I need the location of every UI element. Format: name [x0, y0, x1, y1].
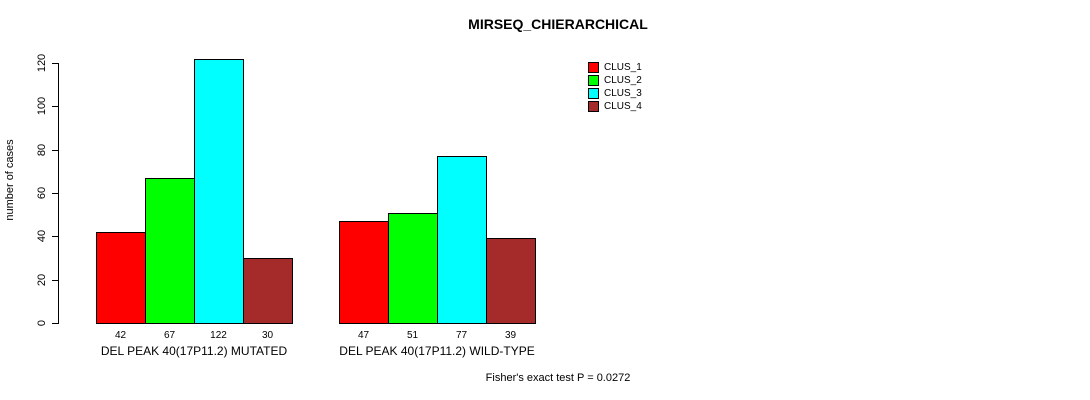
bar-clus_4-group2: [486, 238, 536, 324]
y-tick-mark: [52, 63, 58, 64]
bar-value-label: 39: [504, 330, 517, 341]
bar-value-label: 67: [163, 330, 176, 341]
y-tick-label: 100: [36, 97, 48, 116]
y-tick-mark: [52, 323, 58, 324]
legend-item-clus_1: CLUS_1: [588, 61, 642, 74]
y-tick-label: 80: [36, 143, 48, 156]
legend-swatch-clus_3: [588, 88, 599, 99]
y-tick-label: 40: [36, 230, 48, 243]
bar-value-label: 30: [261, 330, 274, 341]
y-tick-label: 120: [36, 53, 48, 73]
legend: CLUS_1 CLUS_2 CLUS_3 CLUS_4: [588, 61, 642, 113]
legend-swatch-clus_4: [588, 101, 599, 112]
legend-swatch-clus_2: [588, 75, 599, 86]
bar-value-label: 42: [114, 330, 127, 341]
y-tick-mark: [52, 149, 58, 151]
legend-label: CLUS_1: [604, 62, 642, 73]
y-tick-mark: [52, 279, 58, 281]
bar-value-label: 77: [455, 330, 468, 341]
y-axis-line: [58, 63, 59, 324]
chart-title: MIRSEQ_CHIERARCHICAL: [468, 16, 648, 32]
bar-value-label: 51: [406, 330, 419, 341]
legend-label: CLUS_3: [604, 88, 642, 99]
bar-clus_2-group1: [145, 178, 195, 324]
bar-clus_3-group1: [194, 59, 244, 324]
bar-clus_1-group2: [339, 221, 389, 324]
y-tick-mark: [52, 106, 58, 108]
bar-value-label: 122: [210, 330, 227, 341]
y-tick-label: 0: [36, 319, 48, 327]
bar-clus_3-group2: [437, 156, 487, 324]
legend-item-clus_2: CLUS_2: [588, 74, 642, 87]
bar-clus_4-group1: [243, 258, 293, 324]
y-tick-mark: [52, 193, 58, 194]
y-tick-mark: [52, 236, 58, 238]
fisher-test-annotation: Fisher's exact test P = 0.0272: [485, 372, 631, 384]
bar-clus_1-group1: [96, 232, 146, 324]
y-tick-label: 60: [36, 186, 48, 200]
legend-swatch-clus_1: [588, 62, 599, 73]
bar-value-label: 47: [357, 330, 370, 341]
y-tick-label: 20: [36, 273, 48, 286]
legend-label: CLUS_2: [604, 75, 642, 86]
legend-label: CLUS_4: [604, 101, 642, 112]
legend-item-clus_4: CLUS_4: [588, 100, 642, 113]
x-group-label: DEL PEAK 40(17P11.2) MUTATED: [100, 344, 288, 358]
x-group-label: DEL PEAK 40(17P11.2) WILD-TYPE: [339, 344, 535, 358]
bar-clus_2-group2: [388, 213, 438, 324]
legend-item-clus_3: CLUS_3: [588, 87, 642, 100]
